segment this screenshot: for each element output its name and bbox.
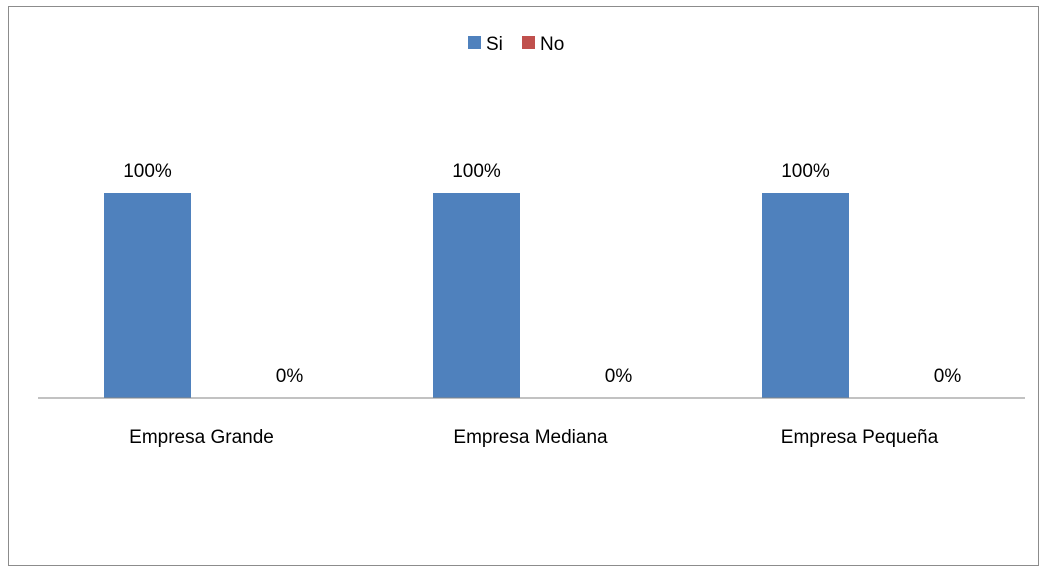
category-label-3: Empresa Pequeña <box>781 427 939 448</box>
legend-swatch-no <box>522 36 535 49</box>
legend-swatch-si <box>468 36 481 49</box>
chart-legend: Si No <box>468 34 564 55</box>
data-label-no-1: 0% <box>276 366 304 387</box>
data-label-si-3: 100% <box>781 161 830 182</box>
data-label-si-1: 100% <box>123 161 172 182</box>
category-labels: Empresa Grande Empresa Mediana Empresa Peq… <box>129 427 938 448</box>
data-label-si-2: 100% <box>452 161 501 182</box>
category-label-2: Empresa Mediana <box>453 427 608 448</box>
chart-bars <box>104 193 849 398</box>
bar-si-2 <box>433 193 520 398</box>
legend-label-no: No <box>540 34 564 55</box>
legend-label-si: Si <box>486 34 503 55</box>
bar-chart: Si No 100%0%100%0%100%0% Empresa Grande Em… <box>38 34 1025 448</box>
bar-si-1 <box>104 193 191 398</box>
bar-si-3 <box>762 193 849 398</box>
category-label-1: Empresa Grande <box>129 427 274 448</box>
data-labels: 100% 0% 100% 0% 100% 0% <box>123 161 961 387</box>
data-label-no-2: 0% <box>605 366 633 387</box>
data-label-no-3: 0% <box>934 366 962 387</box>
